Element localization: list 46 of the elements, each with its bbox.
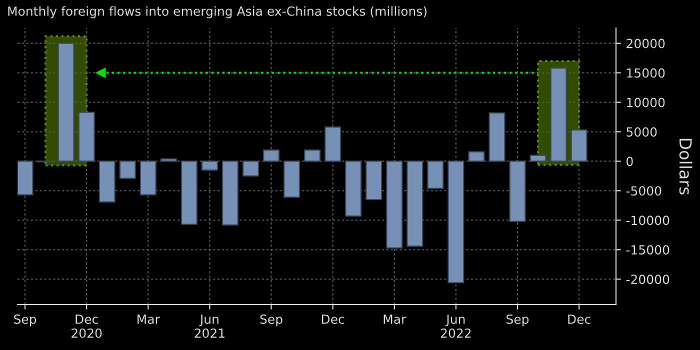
bar: [140, 160, 156, 196]
bar: [78, 112, 95, 162]
y-tick-label: 5000: [626, 127, 657, 137]
bar: [448, 160, 464, 284]
bar: [530, 154, 546, 162]
x-tick-label: Sep: [506, 314, 529, 326]
bar: [119, 160, 136, 179]
bar: [98, 160, 116, 202]
bar: [222, 160, 238, 226]
y-tick-label: 15000: [627, 68, 665, 78]
bar: [201, 160, 218, 171]
bar: [242, 160, 259, 177]
bar: [509, 160, 526, 222]
y-tick-label: 10000: [627, 98, 665, 108]
bar: [160, 158, 177, 162]
bar: [427, 160, 444, 189]
y-tick-label: -10000: [626, 216, 670, 226]
bar: [180, 160, 198, 225]
y-tick-label: 20000: [626, 38, 665, 48]
bar: [386, 160, 403, 248]
x-tick-label: Mar: [138, 314, 160, 324]
bar: [468, 151, 485, 162]
bar: [284, 160, 300, 198]
bar: [304, 149, 321, 162]
x-tick-label: Dec 2020: [72, 314, 102, 338]
x-tick-label: Mar: [384, 314, 406, 324]
bar: [488, 112, 506, 162]
bar: [345, 160, 362, 217]
x-tick-label: Jun 2022: [440, 314, 471, 338]
x-tick-label: Sep: [260, 314, 282, 326]
bar: [324, 126, 342, 162]
bar: [263, 149, 280, 162]
y-tick-label: -20000: [626, 274, 670, 284]
x-tick-label: Dec: [322, 314, 344, 324]
y-axis-title: Dollars: [679, 138, 692, 194]
x-tick-label: Dec: [568, 314, 590, 324]
y-tick-label: -15000: [626, 245, 670, 255]
bar: [570, 129, 588, 162]
y-tick-label: -5000: [626, 186, 662, 196]
chart-title: Monthly foreign flows into emerging Asia ex-China stocks (millions): [8, 6, 426, 18]
bar: [406, 160, 424, 247]
x-tick-label: Sep: [14, 314, 36, 326]
y-tick-label: 0: [626, 156, 633, 166]
bar: [366, 160, 382, 200]
bar: [18, 160, 34, 196]
x-tick-label: Jun 2021: [194, 314, 224, 338]
